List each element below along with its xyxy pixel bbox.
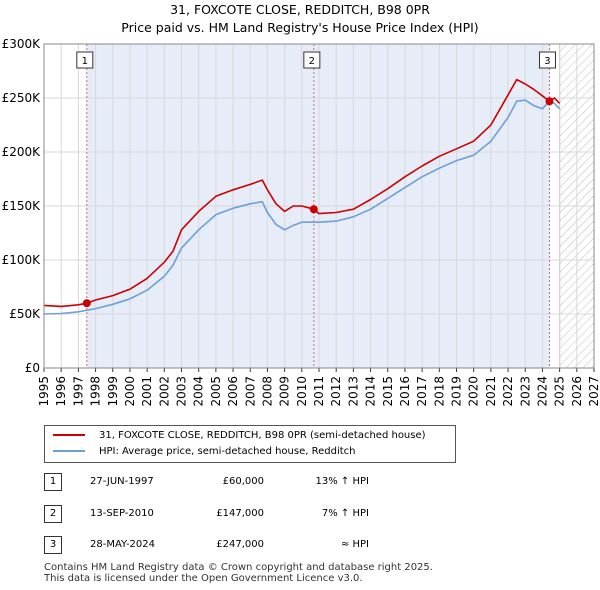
x-tick-label: 2016 xyxy=(398,376,412,407)
series-line-hpi xyxy=(43,99,561,315)
x-tick-label: 1998 xyxy=(89,376,103,407)
y-tick-label: £0 xyxy=(25,361,40,375)
legend-swatch-property xyxy=(53,434,85,436)
transaction-price: £60,000 xyxy=(222,476,264,487)
x-tick-label: 2014 xyxy=(364,376,378,407)
x-tick-label: 2009 xyxy=(278,376,292,407)
x-tick-label: 1999 xyxy=(106,376,120,407)
transaction-row-3: 3 28-MAY-2024 £247,000 ≈ HPI xyxy=(44,536,564,554)
x-tick-label: 2013 xyxy=(346,376,360,407)
x-tick-label: 1995 xyxy=(37,376,51,407)
transaction-number: 3 xyxy=(44,536,62,554)
y-tick-label: £200K xyxy=(2,145,42,159)
transaction-date: 28-MAY-2024 xyxy=(90,539,156,550)
x-tick-label: 2019 xyxy=(450,376,464,407)
price-chart: 1 2 3 1995 1996 1997 1998 1999 2000 2001 2002 2003… xyxy=(2,37,600,407)
y-tick-label: £100K xyxy=(2,253,42,267)
chart-legend: 31, FOXCOTE CLOSE, REDDITCH, B98 0PR (se… xyxy=(44,425,456,463)
x-tick-label: 2022 xyxy=(501,376,515,407)
sale-point-3 xyxy=(545,97,554,106)
legend-swatch-hpi xyxy=(53,450,85,452)
x-tick-label: 2004 xyxy=(192,376,206,407)
transaction-row-1: 1 27-JUN-1997 £60,000 13% ↑ HPI xyxy=(44,473,564,491)
x-tick-label: 2006 xyxy=(226,376,240,407)
attribution-footer: Contains HM Land Registry data © Crown c… xyxy=(44,562,433,584)
footer-line-2: This data is licensed under the Open Gov… xyxy=(44,573,363,584)
transaction-price: £147,000 xyxy=(216,508,264,519)
legend-item-hpi: HPI: Average price, semi-detached house,… xyxy=(53,444,355,460)
transaction-number: 1 xyxy=(44,473,62,491)
chart-subtitle: Price paid vs. HM Land Registry's House … xyxy=(121,20,479,35)
transaction-date: 13-SEP-2010 xyxy=(90,508,154,519)
footer-line-1: Contains HM Land Registry data © Crown c… xyxy=(44,562,433,573)
x-tick-label: 2018 xyxy=(432,376,446,407)
y-tick-label: £250K xyxy=(2,91,42,105)
x-tick-label: 2023 xyxy=(518,376,532,407)
marker-box-3 xyxy=(538,51,556,69)
sale-point-2 xyxy=(309,205,318,214)
x-tick-label: 2002 xyxy=(157,376,171,407)
marker-box-1 xyxy=(76,51,94,69)
series-line-property xyxy=(43,78,561,308)
marker-label-1: 1 xyxy=(82,56,88,67)
sale-point-1 xyxy=(82,299,91,308)
transaction-price: £247,000 xyxy=(216,539,264,550)
y-tick-label: £150K xyxy=(2,199,42,213)
x-tick-label: 2003 xyxy=(175,376,189,407)
transaction-row-2: 2 13-SEP-2010 £147,000 7% ↑ HPI xyxy=(44,505,564,523)
x-tick-label: 2021 xyxy=(484,376,498,407)
x-tick-label: 2011 xyxy=(312,376,326,407)
x-tick-label: 2012 xyxy=(329,376,343,407)
x-tick-label: 1997 xyxy=(71,376,85,407)
legend-label-hpi: HPI: Average price, semi-detached house,… xyxy=(99,446,356,457)
x-tick-label: 2015 xyxy=(381,376,395,407)
transaction-hpi: 13% ↑ HPI xyxy=(315,476,369,487)
x-tick-label: 2005 xyxy=(209,376,223,407)
x-tick-label: 2007 xyxy=(243,376,257,407)
x-tick-label: 2024 xyxy=(535,376,549,407)
chart-title: 31, FOXCOTE CLOSE, REDDITCH, B98 0PR xyxy=(170,2,430,17)
x-tick-label: 2020 xyxy=(467,376,481,407)
transaction-hpi: ≈ HPI xyxy=(340,539,369,550)
x-tick-label: 1996 xyxy=(54,376,68,407)
marker-box-2 xyxy=(303,51,321,69)
x-tick-label: 2027 xyxy=(587,376,600,407)
x-tick-label: 2008 xyxy=(260,376,274,407)
x-tick-label: 2000 xyxy=(123,376,137,407)
x-tick-label: 2026 xyxy=(570,376,584,407)
x-tick-label: 2001 xyxy=(140,376,154,407)
plot-frame xyxy=(43,43,595,369)
transaction-number: 2 xyxy=(44,505,62,523)
marker-label-3: 3 xyxy=(544,56,550,67)
marker-label-2: 2 xyxy=(309,56,315,67)
legend-item-property: 31, FOXCOTE CLOSE, REDDITCH, B98 0PR (se… xyxy=(53,428,426,444)
x-tick-label: 2025 xyxy=(553,376,567,407)
x-tick-label: 2017 xyxy=(415,376,429,407)
y-tick-label: £300K xyxy=(2,37,42,51)
transaction-hpi: 7% ↑ HPI xyxy=(321,508,369,519)
x-tick-label: 2010 xyxy=(295,376,309,407)
transaction-date: 27-JUN-1997 xyxy=(90,476,154,487)
y-tick-label: £50K xyxy=(9,307,41,321)
legend-label-property: 31, FOXCOTE CLOSE, REDDITCH, B98 0PR (se… xyxy=(99,430,426,441)
